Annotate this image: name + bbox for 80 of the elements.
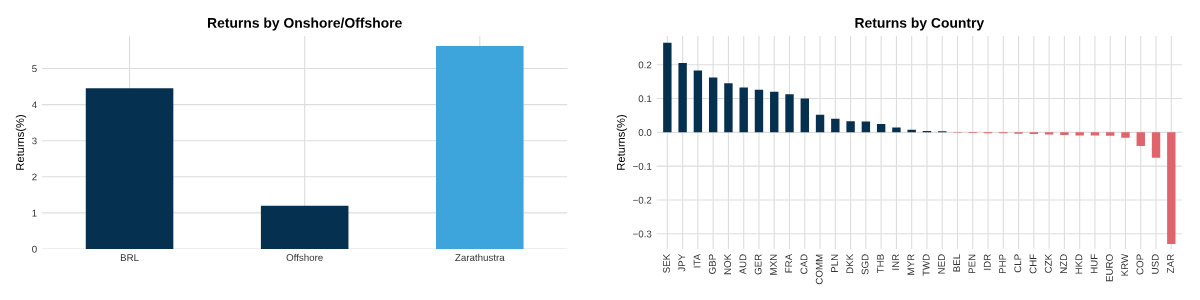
y-axis-title: Returns(%) [15, 115, 27, 170]
bar [724, 83, 733, 133]
y-tick-label: 1 [32, 209, 37, 217]
bar [1090, 132, 1100, 136]
y-tick-label: 5 [32, 65, 37, 73]
x-tick-label: MYR [907, 254, 915, 275]
x-tick-label: BRL [120, 254, 139, 261]
bar [800, 98, 809, 133]
x-tick-label: ITA [693, 253, 701, 268]
x-tick-label: HUF [1090, 254, 1098, 274]
y-tick-label: 3 [32, 137, 37, 145]
bar [815, 114, 825, 133]
bar [663, 42, 672, 133]
bar [678, 63, 687, 133]
x-tick-label: PEN [968, 254, 976, 274]
y-tick-label: −0.3 [633, 230, 652, 238]
x-tick-label: KRW [1121, 253, 1129, 276]
bar [1167, 132, 1176, 244]
bar [1121, 132, 1130, 138]
x-tick-label: JPY [678, 254, 686, 272]
x-tick-label: NOK [724, 253, 732, 275]
y-tick-label: 0.0 [638, 129, 652, 136]
y-tick-label: 0.1 [638, 95, 652, 103]
bar [1151, 132, 1161, 158]
x-tick-label: MXN [770, 254, 777, 275]
y-tick-label: 0.2 [638, 61, 652, 69]
chart-title: Returns by Country [855, 17, 985, 31]
bar [846, 121, 855, 133]
x-tick-label: CLP [1014, 254, 1022, 273]
y-tick-label: 4 [31, 101, 37, 109]
x-tick-label: Zarathustra [455, 253, 505, 261]
x-tick-label: GBP [708, 254, 716, 274]
x-tick-label: ZAR [1167, 254, 1174, 273]
x-tick-label: CZK [1044, 253, 1052, 273]
bar [876, 123, 886, 133]
chart-title: Returns by Onshore/Offshore [207, 17, 402, 31]
y-tick-label: 0 [32, 245, 37, 253]
x-tick-label: IDR [983, 254, 991, 270]
bar [785, 94, 794, 133]
x-tick-label: CHF [1029, 254, 1037, 274]
x-tick-label: PLN [831, 254, 838, 272]
bar [1060, 132, 1069, 136]
x-tick-label: DKK [846, 253, 854, 274]
bar [693, 70, 703, 133]
x-tick-label: NZD [1060, 254, 1067, 274]
bar [708, 77, 718, 133]
x-tick-label: BEL [953, 254, 961, 272]
bar [436, 46, 524, 249]
y-tick-label: −0.2 [633, 196, 652, 204]
bar [1044, 132, 1054, 135]
bar [754, 89, 764, 133]
bar [739, 87, 748, 133]
bar [1075, 132, 1084, 136]
bar [831, 118, 840, 133]
y-tick-label: 2 [32, 173, 37, 181]
x-tick-label: PHP [999, 254, 1006, 274]
y-axis-title: Returns(%) [616, 115, 628, 170]
x-tick-label: THB [876, 254, 884, 274]
x-tick-label: COMM [815, 254, 823, 285]
x-tick-label: USD [1151, 254, 1159, 274]
x-tick-label: EURO [1105, 254, 1113, 282]
bar [260, 205, 349, 249]
x-tick-label: AUD [739, 254, 747, 275]
y-tick-label: −0.1 [633, 162, 652, 170]
x-tick-label: CAD [800, 254, 808, 274]
bar [892, 127, 901, 133]
x-tick-label: COP [1136, 254, 1144, 275]
bar [770, 91, 779, 133]
x-tick-label: INR [892, 254, 899, 270]
x-tick-label: TWD [922, 254, 930, 276]
x-tick-label: SGD [861, 254, 869, 275]
x-tick-label: HKD [1075, 254, 1083, 274]
x-tick-label: NED [938, 254, 945, 274]
bar [85, 88, 174, 249]
bar [1136, 132, 1145, 146]
x-tick-label: GER [754, 254, 762, 275]
x-tick-label: SEK [663, 253, 670, 273]
x-tick-label: Offshore [286, 253, 323, 261]
bar [1106, 132, 1115, 136]
x-tick-label: FRA [785, 253, 793, 273]
